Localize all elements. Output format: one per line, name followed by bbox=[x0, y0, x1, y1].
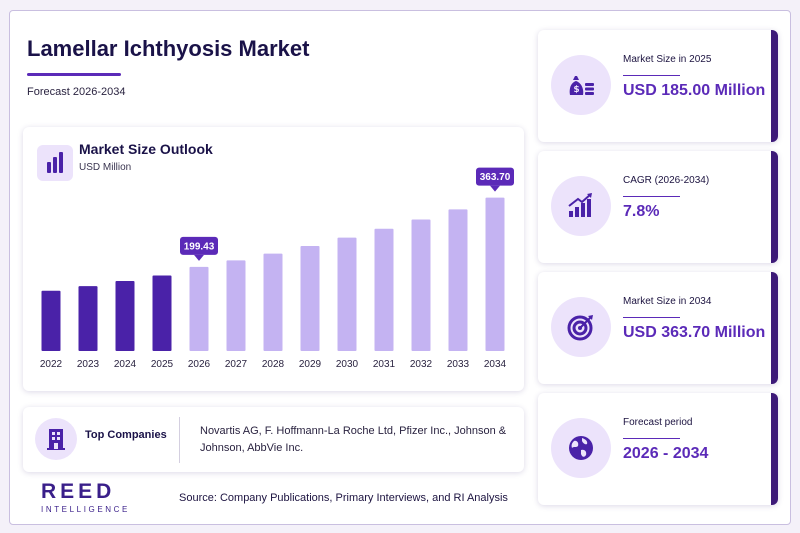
market-size-chart-card: Market Size Outlook USD Million 2022 2023… bbox=[23, 127, 524, 391]
bar-chart-icon bbox=[37, 145, 73, 181]
chart-title: Market Size Outlook bbox=[79, 141, 213, 157]
card-accent-bar bbox=[771, 30, 778, 142]
data-label-2026: 199.43 bbox=[180, 236, 218, 261]
data-label-2034: 363.70 bbox=[476, 167, 514, 192]
x-tick-label: 2025 bbox=[151, 359, 174, 370]
bar-2022 bbox=[41, 290, 61, 351]
bar-2023 bbox=[78, 286, 98, 351]
page-subtitle: Forecast 2026-2034 bbox=[27, 86, 126, 98]
svg-text:363.70: 363.70 bbox=[480, 172, 511, 183]
top-companies-list: Novartis AG, F. Hoffmann-La Roche Ltd, P… bbox=[200, 425, 507, 454]
companies-divider bbox=[179, 417, 180, 463]
target-icon bbox=[551, 297, 611, 357]
stat-value: 2026 - 2034 bbox=[623, 445, 709, 462]
bar-2029 bbox=[300, 246, 320, 351]
stat-card-forecast-period: Forecast period 2026 - 2034 bbox=[538, 393, 778, 505]
x-tick-label: 2028 bbox=[262, 359, 285, 370]
title-underline bbox=[27, 73, 121, 76]
money-bag-icon: $ bbox=[551, 55, 611, 115]
top-companies-label: Top Companies bbox=[85, 429, 167, 441]
bar-2028 bbox=[263, 253, 283, 351]
bar-2024 bbox=[115, 281, 135, 351]
stat-value: USD 363.70 Million bbox=[623, 324, 766, 341]
logo-sub-text: INTELLIGENCE bbox=[41, 505, 130, 514]
x-tick-label: 2031 bbox=[373, 359, 396, 370]
page-title: Lamellar Ichthyosis Market bbox=[27, 36, 310, 61]
stat-divider bbox=[623, 196, 680, 197]
stat-label: CAGR (2026-2034) bbox=[623, 175, 710, 186]
bar-2026 bbox=[189, 266, 209, 351]
x-tick-label: 2033 bbox=[447, 359, 470, 370]
source-note: Source: Company Publications, Primary In… bbox=[179, 492, 508, 504]
card-accent-bar bbox=[771, 151, 778, 263]
building-icon bbox=[35, 418, 77, 460]
stat-card-cagr: CAGR (2026-2034) 7.8% bbox=[538, 151, 778, 263]
bar-2025 bbox=[152, 275, 172, 351]
stat-value: USD 185.00 Million bbox=[623, 82, 766, 99]
top-companies-card: Top Companies Novartis AG, F. Hoffmann-L… bbox=[23, 407, 524, 472]
reed-intelligence-logo: REED INTELLIGENCE bbox=[41, 480, 131, 520]
x-tick-label: 2030 bbox=[336, 359, 359, 370]
x-tick-label: 2027 bbox=[225, 359, 248, 370]
stat-card-market-size-2025: $ Market Size in 2025 USD 185.00 Million bbox=[538, 30, 778, 142]
stat-divider bbox=[623, 438, 680, 439]
stat-divider bbox=[623, 317, 680, 318]
bar-2033 bbox=[448, 209, 468, 351]
x-tick-label: 2024 bbox=[114, 359, 137, 370]
x-tick-label: 2022 bbox=[40, 359, 63, 370]
stat-label: Market Size in 2034 bbox=[623, 296, 712, 307]
svg-text:199.43: 199.43 bbox=[184, 241, 215, 252]
chart-unit-label: USD Million bbox=[79, 162, 132, 173]
stat-divider bbox=[623, 75, 680, 76]
card-accent-bar bbox=[771, 272, 778, 384]
x-tick-label: 2032 bbox=[410, 359, 433, 370]
x-tick-label: 2026 bbox=[188, 359, 211, 370]
logo-main-text: REED bbox=[41, 480, 116, 503]
stat-value: 7.8% bbox=[623, 203, 660, 220]
card-accent-bar bbox=[771, 393, 778, 505]
x-tick-label: 2034 bbox=[484, 359, 507, 370]
growth-chart-icon bbox=[551, 176, 611, 236]
globe-icon bbox=[551, 418, 611, 478]
bar-2032 bbox=[411, 219, 431, 351]
stat-card-market-size-2034: Market Size in 2034 USD 363.70 Million bbox=[538, 272, 778, 384]
bar-2034 bbox=[485, 197, 505, 351]
bar-2030 bbox=[337, 237, 357, 351]
bar-chart-plot: 2022 2023 2024 2025 2026 199.43 2027 2028 2029 20… bbox=[40, 167, 514, 370]
stat-label: Market Size in 2025 bbox=[623, 54, 712, 65]
bar-2031 bbox=[374, 228, 394, 351]
svg-text:$: $ bbox=[573, 85, 579, 95]
x-tick-label: 2023 bbox=[77, 359, 100, 370]
x-tick-label: 2029 bbox=[299, 359, 322, 370]
bar-2027 bbox=[226, 260, 246, 351]
stat-label: Forecast period bbox=[623, 417, 693, 428]
